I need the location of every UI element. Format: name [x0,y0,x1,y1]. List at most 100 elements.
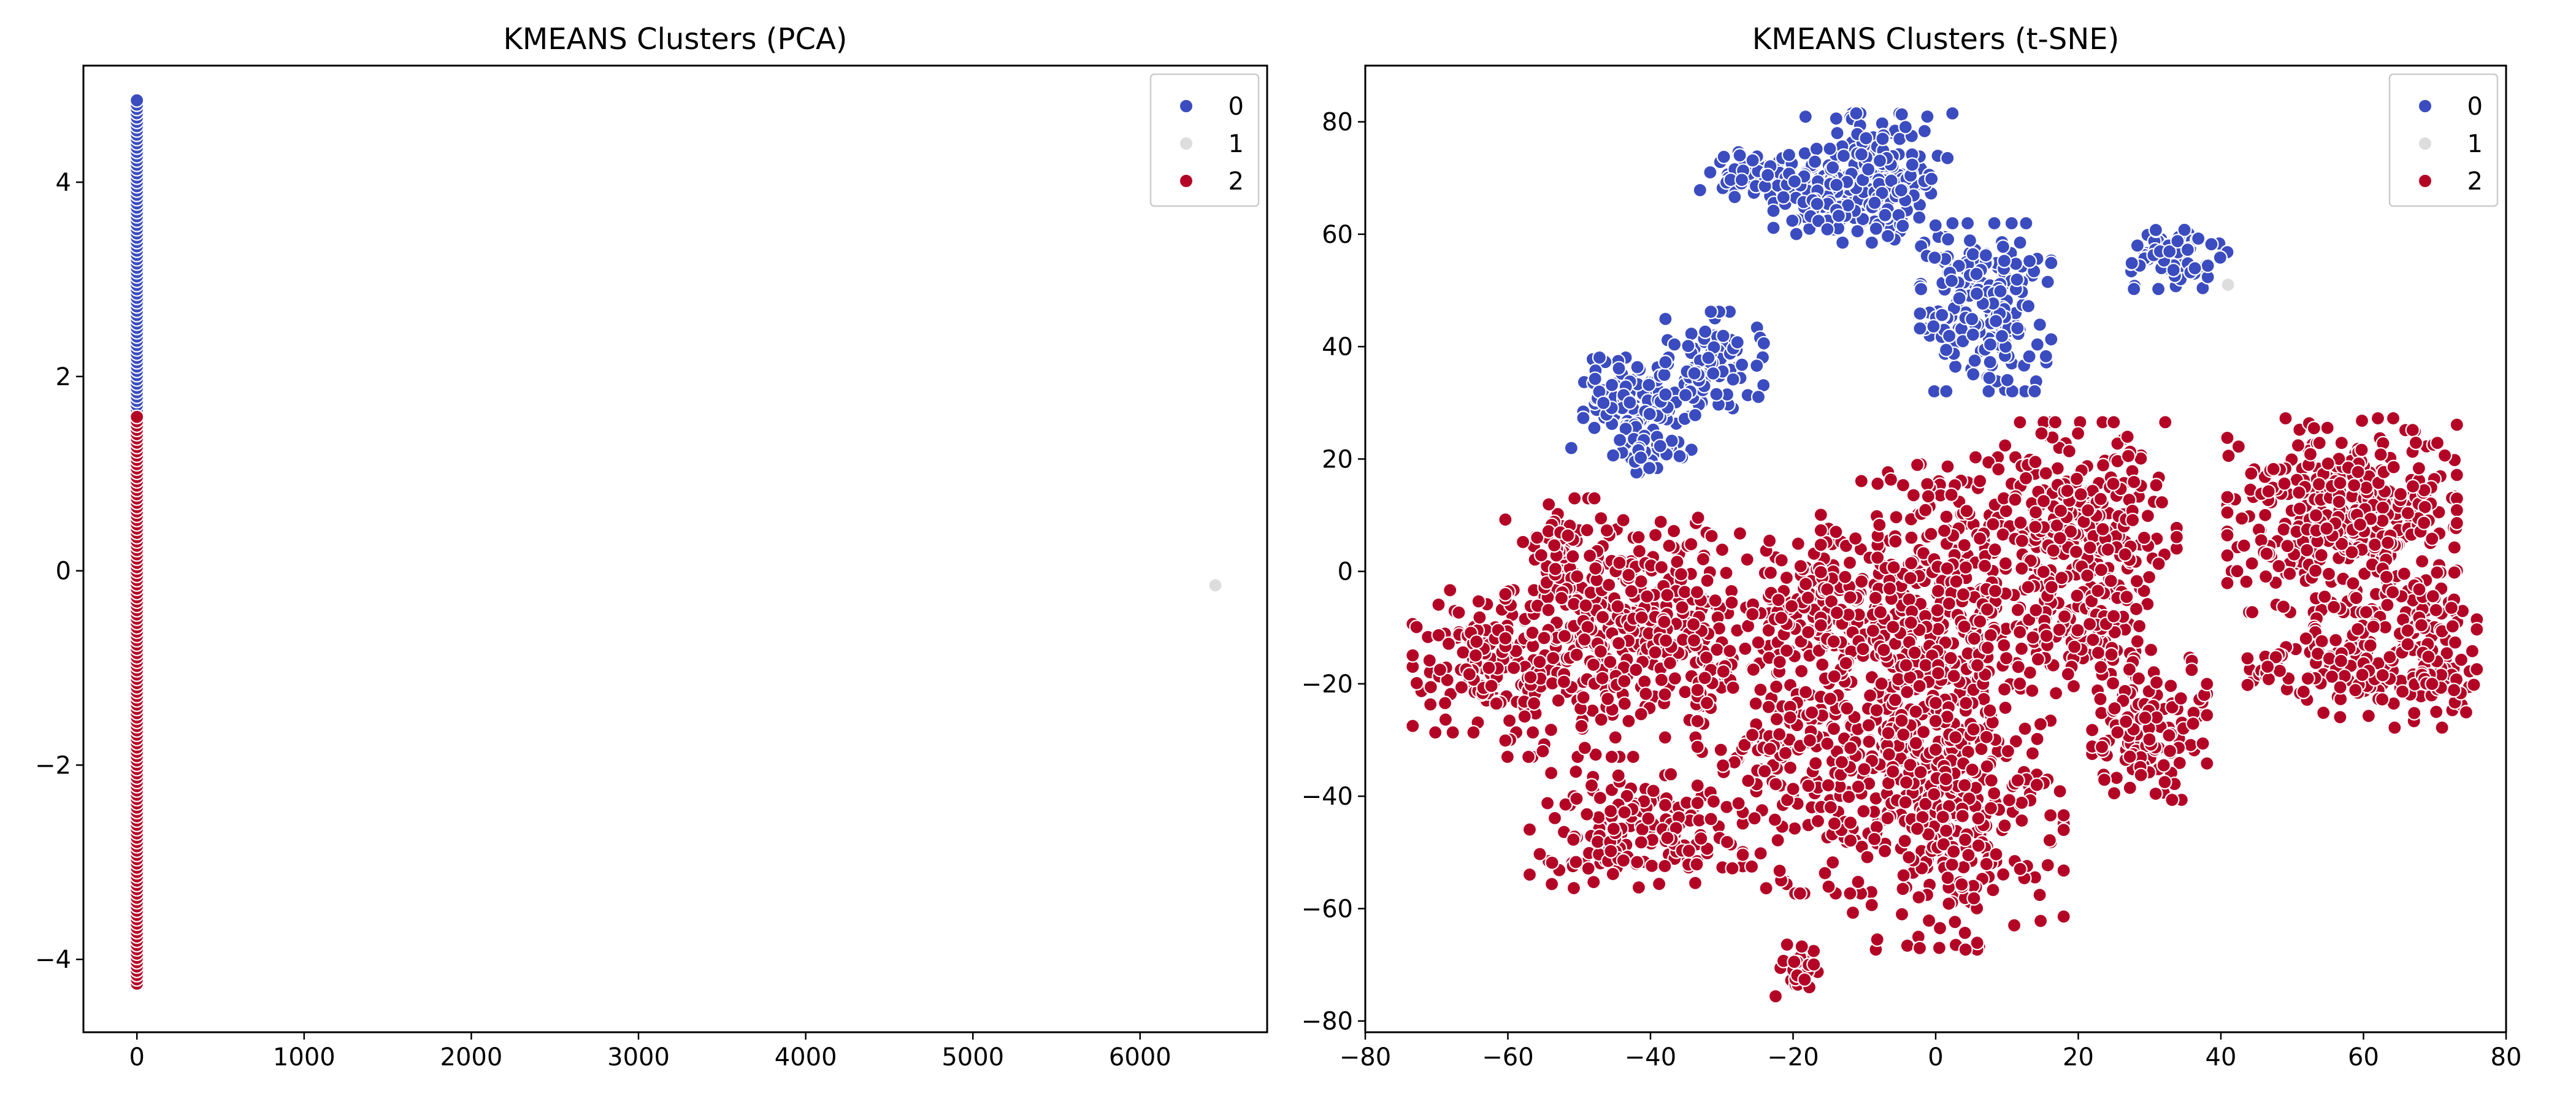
tsne-cluster-0-point [1745,153,1760,168]
tsne-cluster-2-point [1793,558,1808,574]
tsne-cluster-0-point [1995,239,2011,255]
tsne-cluster-2-point [1595,609,1611,625]
tsne-cluster-2-point [1922,913,1937,929]
tsne-cluster-0-point [1898,120,1913,135]
tsne-cluster-2-point [1826,634,1841,650]
tsne-cluster-2-point [2352,517,2368,532]
tsne-cluster-2-point [2029,777,2044,792]
tsne-cluster-2-point [2220,505,2235,520]
tsne-cluster-2-point [1663,767,1679,782]
tsne-cluster-2-point [1920,477,1935,492]
tsne-cluster-2-point [2449,417,2464,432]
tsne-cluster-2-point [1481,660,1497,676]
tsne-cluster-2-point [1779,570,1794,586]
tsne-cluster-2-point [2007,492,2023,507]
tsne-cluster-2-point [2093,562,2109,578]
tsne-cluster-2-point [1930,665,1946,681]
tsne-cluster-0-point [2124,255,2139,271]
tsne-cluster-2-point [1500,749,1515,765]
tsne-cluster-0-point [1732,148,1747,163]
tsne-cluster-2-point [2258,507,2273,523]
tsne-cluster-2-point [2094,739,2110,755]
tsne-cluster-2-point [1845,905,1861,921]
tsne-cluster-2-point [2320,420,2335,435]
tsne-cluster-2-point [1428,725,1443,740]
tsne-y-tick-label: 80 [1322,109,1353,137]
tsne-cluster-2-point [1634,610,1649,625]
tsne-cluster-2-point [1937,523,1952,539]
tsne-cluster-0-point [1776,190,1791,205]
tsne-y-tick-label: −60 [1301,895,1353,923]
tsne-cluster-2-point [1648,527,1663,543]
tsne-cluster-2-point [2407,705,2422,721]
tsne-cluster-0-point [2180,242,2195,258]
tsne-cluster-2-point [2011,659,2026,675]
pca-legend-box [1149,73,1260,207]
tsne-cluster-0-point [1658,311,1673,327]
tsne-cluster-2-point [2136,530,2152,546]
tsne-cluster-2-point [2106,476,2121,491]
tsne-cluster-2-point [2012,415,2028,430]
tsne-cluster-0-point [1703,164,1718,180]
tsne-cluster-2-point [1637,674,1652,689]
tsne-cluster-2-point [2311,477,2327,492]
tsne-cluster-0-point [1829,177,1844,193]
tsne-cluster-2-point [2333,653,2348,669]
tsne-cluster-2-point [1958,942,1973,957]
tsne-cluster-0-point [1982,355,1998,370]
tsne-cluster-2-point [1881,746,1896,762]
tsne-cluster-2-point [1471,594,1486,609]
tsne-cluster-2-point [1823,691,1838,707]
tsne-cluster-0-point [1811,213,1826,229]
tsne-cluster-2-point [2120,429,2135,445]
tsne-cluster-0-point [1652,439,1668,454]
tsne-cluster-2-point [2411,461,2426,476]
tsne-cluster-2-point [2361,708,2376,724]
tsne-cluster-2-point [1405,718,1420,734]
tsne-cluster-2-point [2119,589,2134,605]
tsne-cluster-2-point [2236,538,2252,553]
tsne-cluster-0-point [1672,448,1687,464]
tsne-cluster-0-point [1756,335,1771,351]
tsne-legend-label-0: 0 [2467,93,2483,121]
tsne-cluster-2-point [2298,631,2313,646]
tsne-cluster-2-point [2090,645,2106,661]
tsne-cluster-0-point [1576,410,1591,426]
tsne-cluster-2-point [1865,623,1880,638]
tsne-cluster-2-point [1827,816,1842,831]
tsne-cluster-2-point [1600,691,1616,707]
tsne-x-tick-label: 60 [2348,1043,2379,1071]
tsne-cluster-2-point [1660,830,1675,846]
tsne-cluster-2-point [1935,809,1950,825]
tsne-cluster-2-point [2259,546,2274,561]
tsne-cluster-2-point [1590,834,1606,849]
tsne-cluster-2-point [1920,489,1936,504]
tsne-cluster-2-point [1918,657,1933,673]
pca-legend-label-2: 2 [1229,167,1244,196]
tsne-cluster-2-point [2056,863,2071,878]
tsne-cluster-2-point [2107,700,2122,716]
tsne-cluster-2-point [2292,501,2307,516]
tsne-cluster-2-point [1544,876,1560,892]
tsne-cluster-2-point [2400,623,2415,638]
tsne-cluster-0-point [2212,250,2228,266]
tsne-cluster-2-point [1955,808,1970,824]
tsne-cluster-2-point [1547,537,1562,553]
tsne-cluster-2-point [1525,725,1541,740]
pca-legend-label-1: 1 [1229,130,1244,158]
tsne-cluster-2-point [1926,786,1942,802]
tsne-cluster-2-point [1745,727,1760,743]
tsne-cluster-2-point [1667,670,1682,686]
tsne-cluster-0-point [1880,228,1896,243]
tsne-cluster-0-point [1716,149,1731,164]
tsne-cluster-2-point [2057,608,2072,624]
tsne-cluster-2-point [2260,659,2275,675]
tsne-cluster-2-point [2071,426,2086,441]
tsne-cluster-2-point [2429,704,2444,719]
tsne-cluster-0-point [1965,312,1980,327]
tsne-cluster-2-point [1652,876,1667,892]
tsne-cluster-0-point [2018,215,2034,231]
tsne-cluster-0-point [1966,367,1981,382]
tsne-cluster-2-point [1856,803,1871,819]
tsne-cluster-2-point [2300,671,2315,686]
